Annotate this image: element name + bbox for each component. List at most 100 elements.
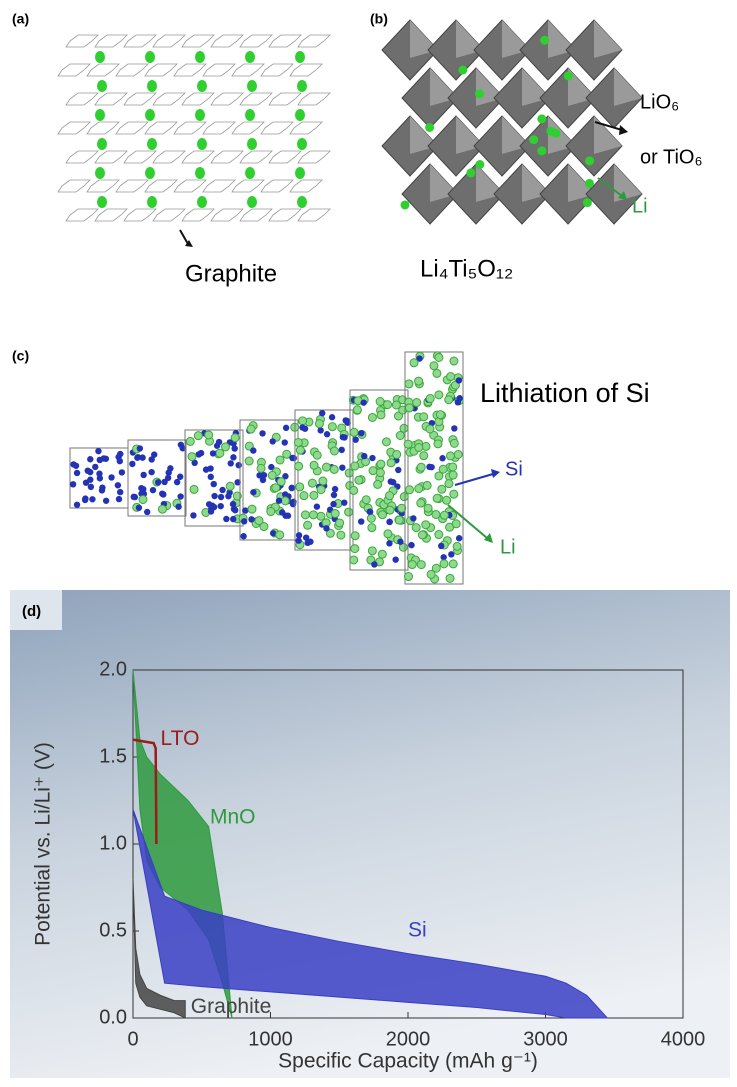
annotation: Si [505,458,523,480]
li-atom [435,353,443,361]
li-atom [248,505,256,513]
si-atom [304,540,310,546]
si-atom [230,516,236,522]
li-atom [452,520,460,528]
si-atom [99,484,105,490]
li-atom [435,472,443,480]
li-ion [247,196,257,208]
graphene-cell [153,151,185,163]
li-ion [297,196,307,208]
si-atom [82,495,88,501]
li-atom [447,373,455,381]
si-atom [279,509,285,515]
li-ion [475,89,484,98]
graphene-cell [240,209,272,221]
li-atom [424,504,432,512]
y-tick-label: 0.5 [99,919,127,941]
li-atom [418,531,426,539]
li-atom [355,476,363,484]
li-atom [351,532,359,540]
li-ion [564,71,573,80]
si-atom [177,493,183,499]
li-atom [417,499,425,507]
graphene-cell [95,35,127,47]
si-atom [387,519,393,525]
series-label: Si [408,919,427,942]
li-atom [221,443,229,451]
li-atom [420,452,428,460]
li-atom [139,496,147,504]
li-atom [276,456,284,464]
li-atom [446,452,454,460]
si-atom [74,502,80,508]
li-atom [350,428,358,436]
si-atom [87,456,93,462]
li-ion [552,129,561,138]
li-atom [454,450,462,458]
si-atom [174,479,180,485]
li-ion [147,80,157,92]
li-atom [405,404,413,412]
graphene-cell [290,64,322,76]
li-atom [400,493,408,501]
si-atom [358,518,364,524]
li-atom [413,399,421,407]
li-atom [450,357,458,365]
li-atom [255,517,263,525]
graphene-cell [240,35,272,47]
li-atom [417,463,425,471]
si-atom [219,487,225,493]
si-atom [155,479,161,485]
li-atom [309,511,317,519]
graphene-cell [182,151,214,163]
li-atom [434,440,442,448]
li-atom [300,492,308,500]
li-ion [245,167,255,179]
li-ion [195,51,205,63]
graphene-cell [182,93,214,105]
li-ion [147,196,157,208]
graphene-cell [232,122,264,134]
graphene-cell [153,93,185,105]
li-atom [331,510,339,518]
si-atom [108,474,114,480]
li-atom [450,439,458,447]
si-atom [392,556,398,562]
si-atom [371,561,377,567]
li-atom [427,570,435,578]
si-atom [137,445,143,451]
si-atom [230,501,236,507]
li-atom [315,420,323,428]
li-atom [301,511,309,519]
graphene-cell [182,209,214,221]
li-atom [368,413,376,421]
li-atom [296,483,304,491]
li-atom [351,545,359,553]
li-atom [415,444,423,452]
li-ion [537,114,546,123]
li-atom [377,411,385,419]
li-ion [585,156,594,165]
si-atom [395,467,401,473]
li-ion [145,109,155,121]
graphene-cell [66,35,98,47]
li-atom [304,521,312,529]
graphene-cell [116,180,148,192]
si-atom [231,445,237,451]
li-atom [386,506,394,514]
graphene-cell [240,93,272,105]
li-atom [328,423,336,431]
li-atom [422,521,430,529]
series-label: MnO [210,805,256,828]
graphene-cell [116,64,148,76]
si-atom [132,494,138,500]
graphene-cell [124,209,156,221]
li-atom [351,462,359,470]
graphene-cell [298,93,330,105]
li-ion [295,51,305,63]
si-atom [150,487,156,493]
si-atom [299,424,305,430]
li-atom [353,406,361,414]
li-atom [257,464,265,472]
si-atom [276,498,282,504]
